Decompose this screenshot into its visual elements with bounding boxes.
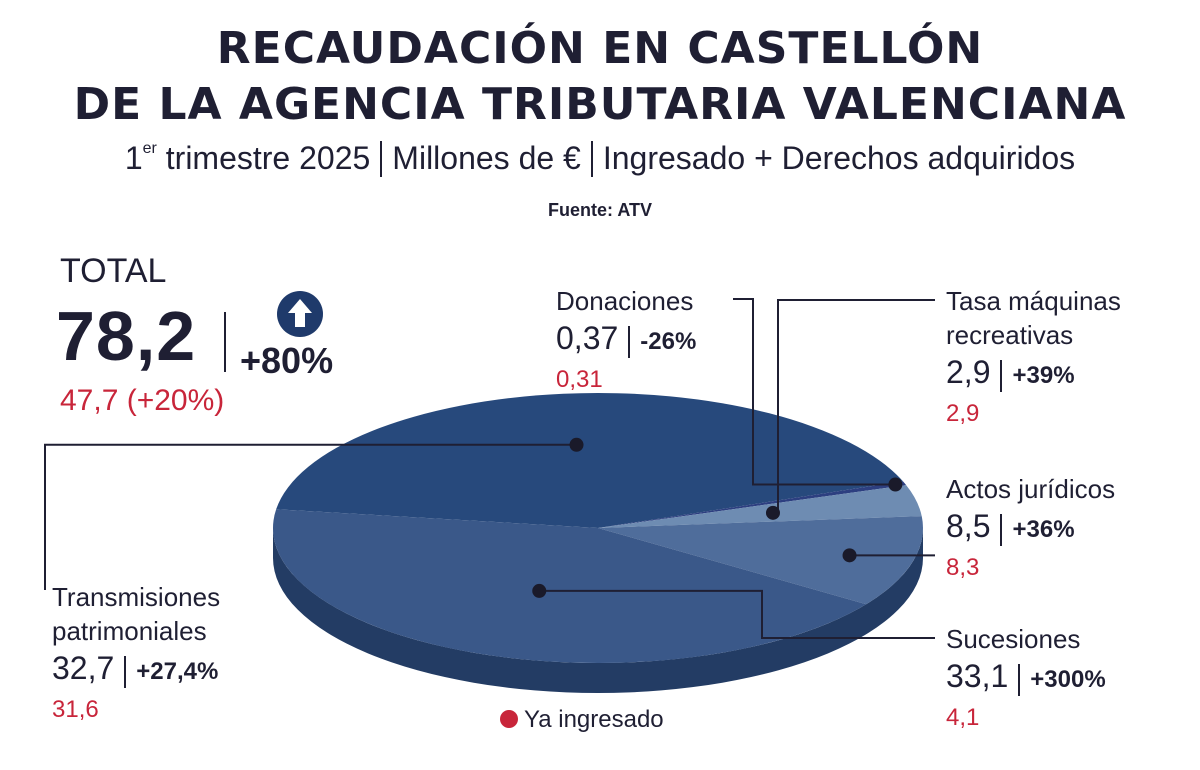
slice-paid-value: 31,6 — [52, 696, 99, 723]
chart-subtitle: 1er trimestre 2025 Millones de € Ingresado… — [0, 140, 1200, 179]
measure-label: Ingresado + Derechos adquiridos — [602, 140, 1076, 176]
slice-change: +300% — [1030, 666, 1106, 693]
pie-slice-transmisiones — [276, 393, 903, 528]
total-divider — [224, 312, 226, 372]
legend: Ya ingresado — [500, 706, 664, 734]
slice-marker-tasa — [765, 505, 780, 520]
total-change: +80% — [240, 340, 334, 381]
slice-name: recreativas — [946, 320, 1074, 350]
slice-name: Donaciones — [556, 286, 694, 316]
subtitle-divider — [380, 140, 383, 177]
value-divider — [628, 325, 631, 358]
subtitle-divider — [590, 140, 593, 177]
pie-slice-tasa — [598, 485, 922, 528]
chart-title-line-1: RECAUDACIÓN EN CASTELLÓN — [216, 23, 984, 74]
slice-value-row: 32,7 +27,4% — [52, 648, 220, 695]
slice-marker-donaciones — [888, 477, 903, 492]
period-text: trimestre 2025 — [156, 140, 371, 176]
slice-marker-actos — [842, 548, 857, 563]
slice-value-row: 2,9 +39% — [946, 352, 1121, 399]
slice-paid-value: 0,31 — [556, 366, 603, 393]
slice-change: +36% — [1012, 516, 1075, 543]
value-divider — [124, 655, 127, 688]
slice-value: 32,7 — [52, 650, 115, 686]
value-divider — [1000, 513, 1003, 546]
slice-label-sucesiones: Sucesiones 33,1 +300% 4,1 — [946, 622, 1106, 733]
slice-label-actos: Actos jurídicos 8,5 +36% 8,3 — [946, 472, 1115, 583]
source-note: Fuente: ATV — [548, 200, 652, 220]
period-superscript: er — [142, 140, 157, 158]
slice-name: Transmisiones — [52, 582, 221, 612]
slice-change: +39% — [1012, 362, 1075, 389]
slice-value-row: 33,1 +300% — [946, 656, 1106, 703]
slice-value: 8,5 — [946, 508, 991, 544]
slice-value-row: 8,5 +36% — [946, 506, 1115, 553]
slice-paid-value: 4,1 — [946, 704, 980, 731]
arrow-up-icon — [277, 291, 323, 337]
leader-line-transmisiones — [44, 443, 577, 590]
chart-title-line-2: DE LA AGENCIA TRIBUTARIA VALENCIANA — [73, 79, 1127, 130]
period-number: 1 — [124, 140, 143, 176]
pie-slice-actos — [598, 516, 923, 605]
total-paid-value: 47,7 (+20%) — [60, 384, 225, 417]
period-label: 1er trimestre 2025 — [125, 140, 370, 176]
slice-value: 2,9 — [946, 354, 991, 390]
slice-label-tasa: Tasa máquinas recreativas 2,9 +39% 2,9 — [946, 284, 1121, 429]
pie-side-wall — [273, 528, 923, 693]
pie-slice-sucesiones — [273, 509, 867, 663]
legend-dot — [500, 709, 518, 728]
slice-name: Tasa máquinas — [946, 286, 1121, 316]
value-divider — [1018, 663, 1021, 696]
total-label: TOTAL — [60, 252, 167, 290]
slice-marker-sucesiones — [532, 583, 547, 598]
slice-change: +27,4% — [136, 658, 219, 685]
slice-paid-value: 2,9 — [946, 400, 980, 427]
units-label: Millones de € — [392, 140, 581, 176]
slice-value: 33,1 — [946, 658, 1009, 694]
slice-name: Sucesiones — [946, 624, 1081, 654]
leader-line-sucesiones — [539, 589, 935, 639]
slice-name: patrimoniales — [52, 616, 207, 646]
slice-name: Actos jurídicos — [946, 474, 1116, 504]
value-divider — [1000, 359, 1003, 392]
slice-value-row: 0,37 -26% — [556, 318, 696, 365]
slice-marker-transmisiones — [569, 437, 584, 452]
slice-value: 0,37 — [556, 320, 619, 356]
slice-change: -26% — [640, 328, 697, 355]
pie-slice-donaciones — [598, 481, 907, 528]
legend-label: Ya ingresado — [524, 706, 664, 733]
total-value: 78,2 — [56, 297, 197, 375]
slice-paid-value: 8,3 — [946, 554, 980, 581]
slice-label-donaciones: Donaciones 0,37 -26% 0,31 — [556, 284, 696, 395]
slice-label-transmisiones: Transmisiones patrimoniales 32,7 +27,4% 31,6 — [52, 580, 220, 725]
leader-line-donaciones — [733, 298, 896, 486]
